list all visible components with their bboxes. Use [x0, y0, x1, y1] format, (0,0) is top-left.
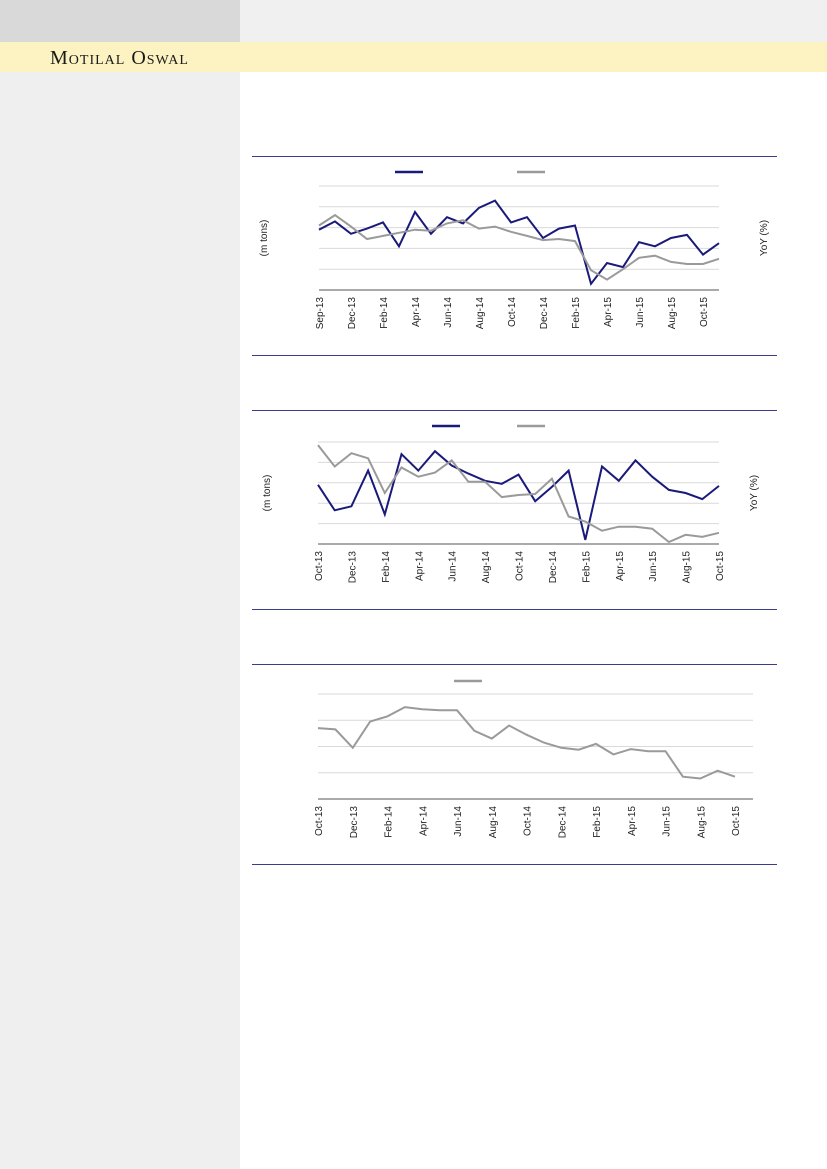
x-tick-label: Feb-14 [379, 297, 390, 329]
x-tick-label: Dec-13 [347, 551, 358, 584]
x-tick-label: Aug-14 [475, 297, 486, 330]
x-tick-label: Feb-15 [571, 297, 582, 329]
x-tick-label: Feb-15 [592, 806, 603, 838]
x-tick-label: Aug-15 [696, 806, 707, 839]
x-tick-label: Apr-15 [627, 806, 638, 836]
chart-2-top-rule [252, 410, 777, 411]
x-tick-label: Aug-14 [481, 551, 492, 584]
series-line-2 [317, 444, 720, 544]
x-tick-label: Oct-13 [314, 806, 325, 836]
chart-3: Oct-13 Dec-13 Feb-14 Apr-14 Jun-14 Aug-14 Oct-… [314, 679, 753, 839]
series-line-1 [318, 199, 720, 287]
x-tick-label: Dec-14 [539, 297, 550, 330]
y-axis-title: (m tons) [262, 475, 273, 512]
chart-2-bottom-rule [252, 609, 777, 610]
x-tick-label: Jun-14 [448, 551, 459, 582]
x-tick-label: Jun-15 [662, 806, 673, 837]
x-tick-label: Oct-14 [515, 551, 526, 581]
x-tick-label: Apr-14 [411, 297, 422, 327]
x-tick-label: Jun-14 [453, 806, 464, 837]
x-tick-label: Apr-14 [418, 806, 429, 836]
x-tick-label: Aug-15 [667, 297, 678, 330]
chart-3-top-rule [252, 664, 777, 665]
y2-axis-title: YoY (%) [759, 220, 770, 256]
x-tick-label: Dec-13 [349, 806, 360, 839]
sidebar-panel [0, 0, 240, 1169]
chart-1: Sep-13 Dec-13 Feb-14 Apr-14 Jun-14 Aug-14 Oct-… [259, 170, 770, 330]
x-tick-label: Jun-15 [635, 297, 646, 328]
x-tick-label: Dec-13 [347, 297, 358, 330]
series-line-1 [317, 706, 736, 780]
header-band-left [0, 0, 240, 42]
x-tick-label: Dec-14 [557, 806, 568, 839]
x-tick-label: Oct-15 [699, 297, 710, 327]
chart-2: Oct-13 Dec-13 Feb-14 Apr-14 Jun-14 Aug-14 Oct-… [262, 424, 760, 584]
header-band-right [240, 0, 827, 42]
series-line-2 [318, 213, 720, 281]
y-axis-title: (m tons) [259, 220, 270, 257]
x-tick-label: Apr-15 [615, 551, 626, 581]
x-tick-label: Oct-15 [731, 806, 742, 836]
x-tick-label: Feb-14 [381, 551, 392, 583]
x-tick-label: Apr-14 [414, 551, 425, 581]
x-tick-label: Aug-14 [488, 806, 499, 839]
x-tick-label: Feb-15 [581, 551, 592, 583]
chart-3-bottom-rule [252, 864, 777, 865]
x-tick-label: Aug-15 [682, 551, 693, 584]
series-line-1 [317, 449, 720, 541]
brand-logo-text: Motilal Oswal [50, 47, 189, 69]
x-tick-label: Feb-14 [384, 806, 395, 838]
x-tick-label: Dec-14 [548, 551, 559, 584]
x-tick-label: Jun-14 [443, 297, 454, 328]
x-tick-label: Oct-14 [507, 297, 518, 327]
brand-band [0, 42, 827, 72]
x-tick-label: Oct-15 [715, 551, 726, 581]
y2-axis-title: YoY (%) [749, 475, 760, 511]
x-tick-label: Oct-14 [523, 806, 534, 836]
x-tick-label: Apr-15 [603, 297, 614, 327]
chart-1-bottom-rule [252, 355, 777, 356]
x-tick-label: Jun-15 [648, 551, 659, 582]
x-tick-label: Sep-13 [315, 297, 326, 330]
x-tick-label: Oct-13 [314, 551, 325, 581]
chart-1-top-rule [252, 156, 777, 157]
